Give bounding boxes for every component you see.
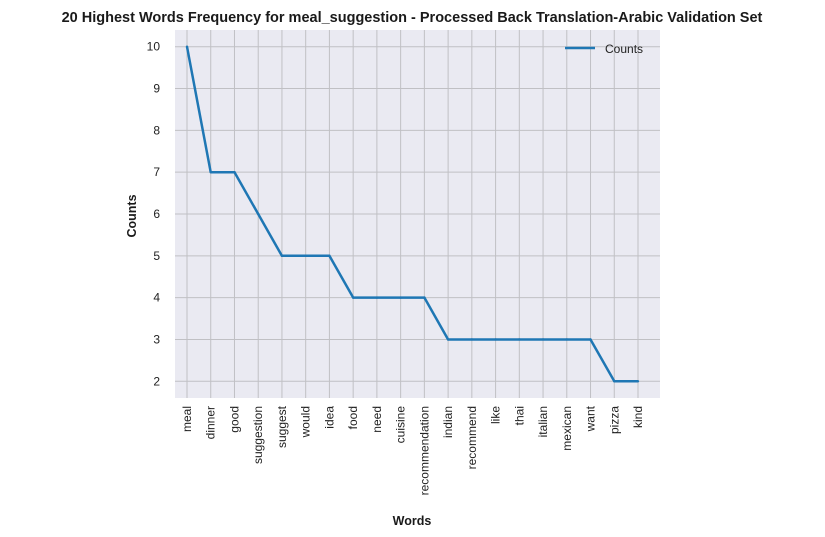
data-point <box>636 380 640 383</box>
data-point <box>257 212 260 216</box>
x-tick-label: italian <box>536 406 550 437</box>
data-point <box>328 254 331 258</box>
x-tick-label: mexican <box>560 406 574 451</box>
data-point <box>399 296 402 299</box>
data-point <box>375 296 379 299</box>
chart-title: 20 Highest Words Frequency for meal_sugg… <box>62 10 763 26</box>
x-tick-label: pizza <box>607 406 621 434</box>
legend: Counts <box>565 42 643 56</box>
data-point <box>518 338 521 341</box>
x-tick-label: recommend <box>465 406 479 469</box>
data-point <box>423 296 426 299</box>
x-tick-label: thai <box>512 406 526 425</box>
x-tick-label: good <box>227 406 241 433</box>
y-axis-label: Counts <box>125 194 139 237</box>
data-point <box>589 338 592 341</box>
data-point <box>280 254 284 258</box>
series-line-counts <box>185 46 638 383</box>
data-point <box>304 254 307 258</box>
y-tick-label: 7 <box>153 165 160 179</box>
data-point <box>565 338 568 341</box>
y-tick-label: 2 <box>153 374 160 388</box>
data-point <box>470 338 474 341</box>
x-tick-label: kind <box>631 406 645 428</box>
data-point <box>446 338 450 341</box>
x-tick-label: recommendation <box>417 406 431 495</box>
x-tick-label: like <box>489 406 503 424</box>
x-tick-label: want <box>584 405 598 432</box>
y-tick-label: 9 <box>153 82 160 96</box>
data-point <box>209 170 212 174</box>
x-tick-label: dinner <box>204 406 218 439</box>
y-tick-label: 8 <box>153 123 160 137</box>
data-point <box>351 296 355 299</box>
y-tick-label: 10 <box>147 40 161 54</box>
grid <box>175 30 660 398</box>
x-tick-label: need <box>370 406 384 433</box>
y-tick-label: 3 <box>153 332 160 346</box>
x-tick-label: suggestion <box>251 406 265 464</box>
legend-entry-counts: Counts <box>605 42 643 56</box>
x-tick-label: cuisine <box>394 406 408 444</box>
data-point <box>613 380 616 383</box>
x-tick-label: meal <box>180 406 194 432</box>
y-tick-label: 4 <box>153 291 160 305</box>
x-axis-ticks: meal dinner good suggestion suggest would idea… <box>180 405 645 495</box>
data-point <box>541 338 545 341</box>
x-tick-label: would <box>299 406 313 438</box>
data-point <box>494 338 497 341</box>
data-point <box>185 45 189 48</box>
series-layer <box>185 45 640 383</box>
y-tick-label: 5 <box>153 249 160 263</box>
x-axis-label: Words <box>393 514 432 528</box>
x-tick-label: suggest <box>275 405 289 448</box>
y-axis-ticks: 2 3 4 5 6 7 8 9 10 <box>147 40 161 389</box>
data-point <box>233 170 236 174</box>
x-tick-label: idea <box>322 406 336 429</box>
x-tick-label: indian <box>441 406 455 438</box>
y-tick-label: 6 <box>153 207 160 221</box>
x-tick-label: food <box>346 406 360 429</box>
